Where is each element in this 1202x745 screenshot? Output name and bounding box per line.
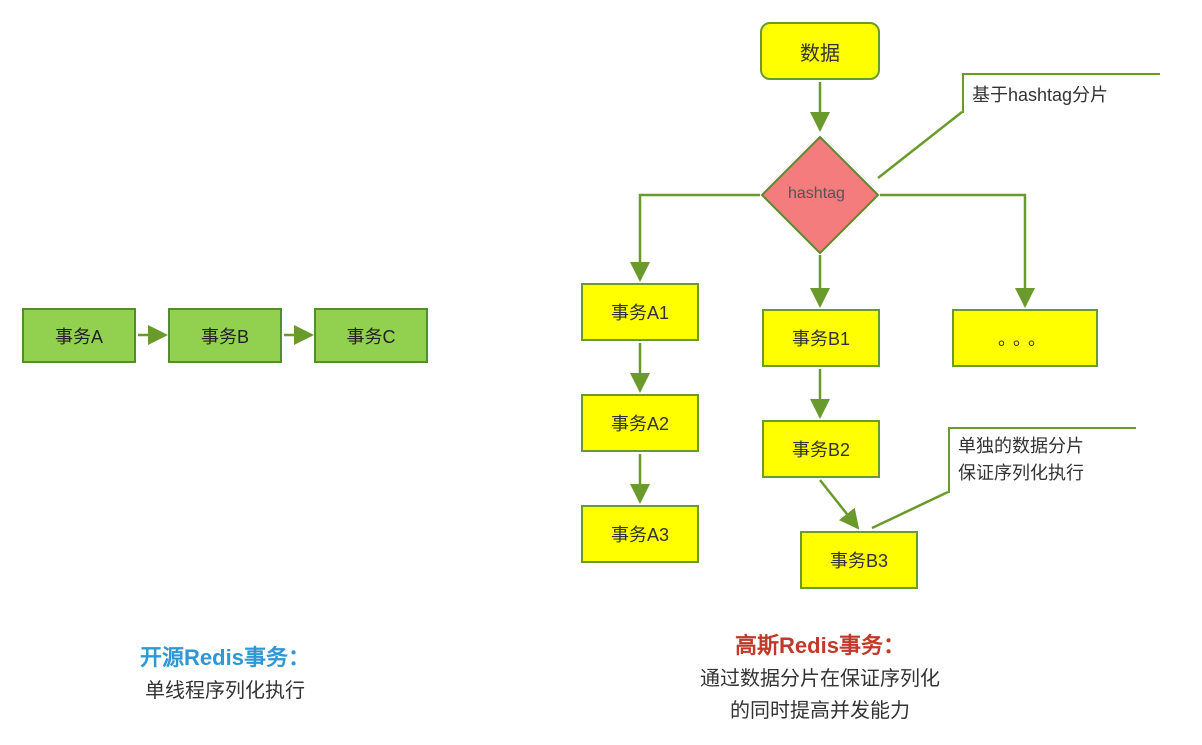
caption-right-title: 高斯Redis事务： — [735, 633, 905, 658]
label-line1: 单独的数据分片 — [958, 436, 1084, 456]
label: 。。。 — [998, 325, 1052, 351]
caption-left-title: 开源Redis事务： — [140, 645, 310, 670]
node-a1: 事务A1 — [581, 283, 699, 341]
caption-left-sub: 单线程序列化执行 — [145, 680, 305, 702]
label: hashtag — [788, 185, 845, 203]
label: 事务A2 — [611, 410, 669, 436]
label: 事务B — [201, 323, 249, 349]
node-b2: 事务B2 — [762, 420, 880, 478]
caption-right-sub1: 通过数据分片在保证序列化 — [700, 668, 940, 690]
node-dots: 。。。 — [952, 309, 1098, 367]
node-tx-c: 事务C — [314, 308, 428, 363]
label: 事务B3 — [830, 547, 888, 573]
node-a2: 事务A2 — [581, 394, 699, 452]
label: 事务B2 — [792, 436, 850, 462]
node-b1: 事务B1 — [762, 309, 880, 367]
label-line2: 保证序列化执行 — [958, 463, 1084, 483]
caption-right-sub2: 的同时提高并发能力 — [730, 700, 910, 722]
annot-shard: 单独的数据分片 保证序列化执行 — [948, 427, 1136, 493]
label: 事务A — [55, 323, 103, 349]
annot-hashtag: 基于hashtag分片 — [962, 73, 1160, 113]
node-a3: 事务A3 — [581, 505, 699, 563]
label: 事务C — [347, 323, 396, 349]
label: 基于hashtag分片 — [972, 81, 1108, 107]
label: 数据 — [800, 37, 840, 66]
node-tx-a: 事务A — [22, 308, 136, 363]
caption-right: 高斯Redis事务： 通过数据分片在保证序列化 的同时提高并发能力 — [600, 628, 1040, 727]
label: 事务A1 — [611, 299, 669, 325]
label: 事务A3 — [611, 521, 669, 547]
node-data: 数据 — [760, 22, 880, 80]
node-b3: 事务B3 — [800, 531, 918, 589]
node-tx-b: 事务B — [168, 308, 282, 363]
label: 事务B1 — [792, 325, 850, 351]
caption-left: 开源Redis事务： 单线程序列化执行 — [55, 640, 395, 707]
